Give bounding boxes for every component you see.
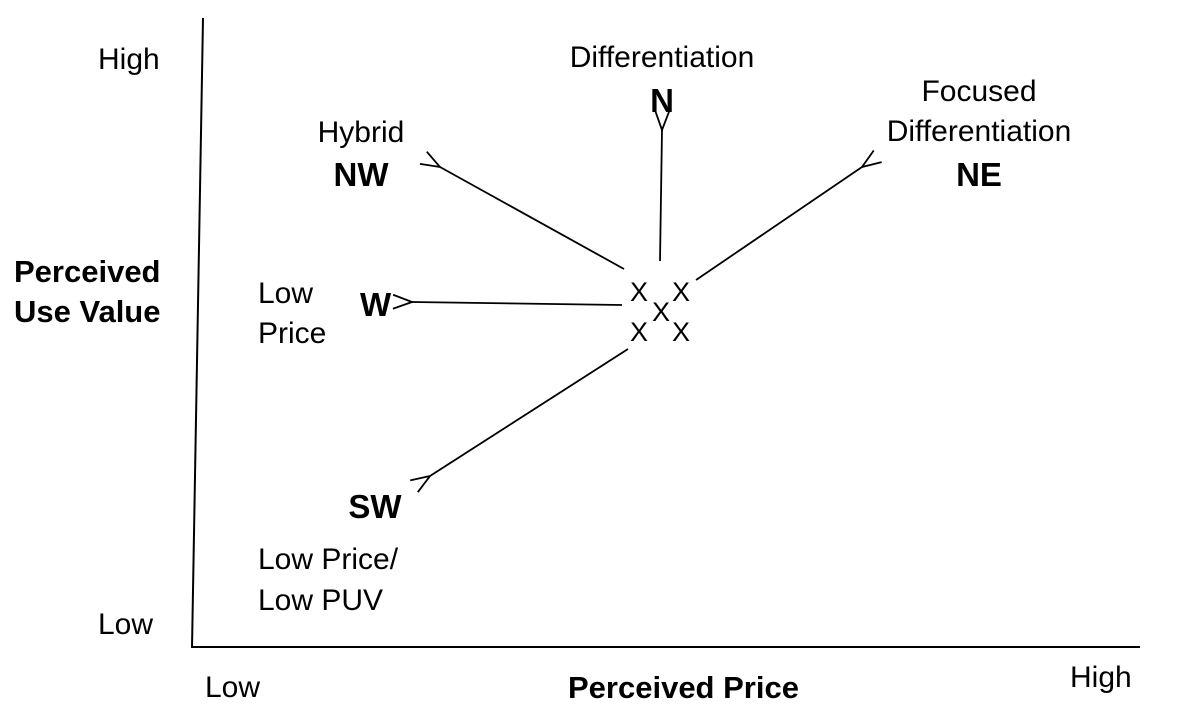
y-axis-line [191,17,204,649]
x-axis-low-label: Low [205,671,260,704]
y-axis-high-label: High [98,43,160,76]
arrow-n [660,130,662,262]
sw-code-label: SW [348,488,402,525]
arrow-w [412,302,623,305]
focused-differentiation-label: Differentiation [887,115,1072,148]
origin-cluster: X X X X X [630,277,690,347]
origin-mark: X [630,277,648,307]
x-axis-high-label: High [1070,661,1132,694]
origin-mark: X [630,317,648,347]
x-axis-title: Perceived Price [568,670,799,705]
origin-mark: X [672,317,690,347]
focused-label: Focused [921,75,1036,108]
y-axis-title-line-1: Perceived [14,254,161,289]
n-code-label: N [650,82,674,119]
origin-mark: X [672,277,690,307]
w-code-label: W [360,286,392,323]
ne-code-label: NE [956,156,1002,193]
arrow-ne [695,167,862,281]
differentiation-label: Differentiation [570,41,755,74]
origin-mark: X [652,297,670,327]
arrow-nw [440,167,625,270]
low-price-low-puv-line-2: Low PUV [258,584,383,617]
low-price-low-puv-line-1: Low Price/ [258,543,399,576]
hybrid-label: Hybrid [318,116,405,149]
low-price-label-line-1: Low [258,277,313,310]
y-axis-low-label: Low [98,608,153,641]
nw-code-label: NW [334,156,390,193]
low-price-label-line-2: Price [258,317,326,350]
arrow-sw [430,348,629,476]
y-axis-title-line-2: Use Value [14,294,160,329]
